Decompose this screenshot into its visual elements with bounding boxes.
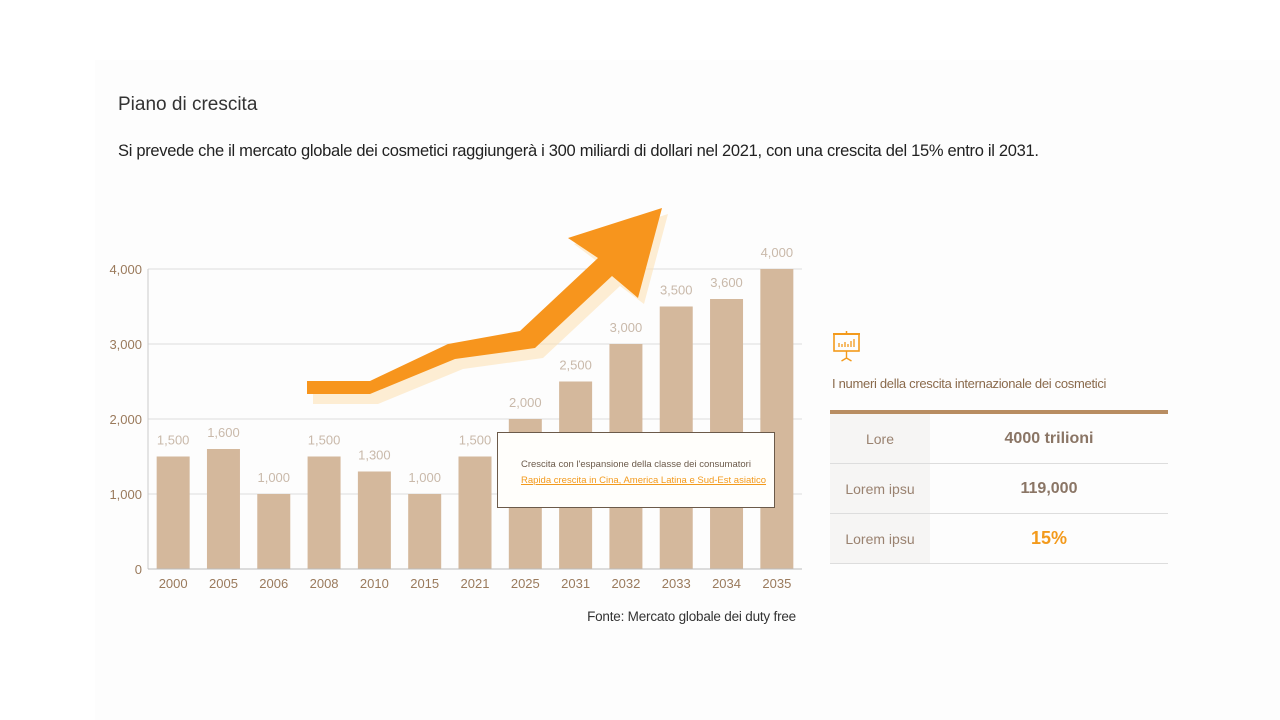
page-subtitle: Si prevede che il mercato globale dei co… (118, 142, 1039, 160)
x-tick-label: 2006 (259, 576, 288, 591)
annotation-line-1: Crescita con l'espansione della classe d… (521, 459, 751, 470)
bar-value-label: 1,500 (308, 433, 341, 448)
table-row: Lore 4000 trilioni (830, 414, 1168, 464)
bar-value-label: 1,300 (358, 448, 391, 463)
bar-value-label: 3,000 (610, 320, 643, 335)
bar (760, 269, 794, 569)
table-row: Lorem ipsu 15% (830, 514, 1168, 564)
bar-value-label: 1,000 (408, 470, 441, 485)
bar-value-label: 3,600 (710, 275, 743, 290)
y-tick-label: 2,000 (109, 412, 142, 427)
bar-value-label: 1,500 (459, 433, 492, 448)
x-tick-label: 2025 (511, 576, 540, 591)
x-tick-label: 2008 (310, 576, 339, 591)
table-row: Lorem ipsu 119,000 (830, 464, 1168, 514)
stats-table: Lore 4000 trilioni Lorem ipsu 119,000 Lore… (830, 410, 1168, 564)
chart-annotation: Crescita con l'espansione della classe d… (497, 432, 775, 508)
row-value: 15% (1030, 528, 1068, 548)
bar (156, 456, 190, 569)
row-label: Lorem ipsu (830, 514, 930, 563)
growth-arrow (307, 208, 662, 394)
y-tick-label: 4,000 (109, 262, 142, 277)
y-tick-label: 3,000 (109, 337, 142, 352)
row-label: Lore (830, 414, 930, 463)
y-tick-label: 1,000 (109, 487, 142, 502)
x-tick-label: 2032 (611, 576, 640, 591)
row-value: 4000 trilioni (1004, 429, 1094, 447)
x-tick-label: 2033 (662, 576, 691, 591)
x-tick-label: 2015 (410, 576, 439, 591)
bar-value-label: 2,500 (559, 358, 592, 373)
panel-title: I numeri della crescita internazionale d… (832, 376, 1107, 391)
bar-value-label: 2,000 (509, 395, 542, 410)
bar-value-label: 3,500 (660, 283, 693, 298)
page-title: Piano di crescita (118, 94, 258, 115)
bar (307, 456, 341, 569)
x-tick-label: 2031 (561, 576, 590, 591)
bar-value-label: 1,600 (207, 425, 240, 440)
bar-value-label: 1,500 (157, 433, 190, 448)
x-tick-label: 2034 (712, 576, 741, 591)
row-label: Lorem ipsu (830, 464, 930, 513)
bar (257, 494, 291, 569)
x-tick-label: 2035 (762, 576, 791, 591)
bar-value-label: 1,000 (257, 470, 290, 485)
bar (206, 449, 240, 569)
annotation-line-2: Rapida crescita in Cina, America Latina … (521, 475, 767, 486)
x-tick-label: 2021 (461, 576, 490, 591)
chart-source: Fonte: Mercato globale dei duty free (587, 609, 796, 624)
bar (408, 494, 442, 569)
bar (357, 471, 391, 569)
presentation-chart-icon (833, 331, 860, 362)
y-tick-label: 0 (135, 562, 142, 577)
row-value: 119,000 (1020, 479, 1078, 497)
bar-value-label: 4,000 (761, 245, 794, 260)
x-tick-label: 2010 (360, 576, 389, 591)
x-tick-label: 2000 (159, 576, 188, 591)
bar (458, 456, 492, 569)
x-tick-label: 2005 (209, 576, 238, 591)
